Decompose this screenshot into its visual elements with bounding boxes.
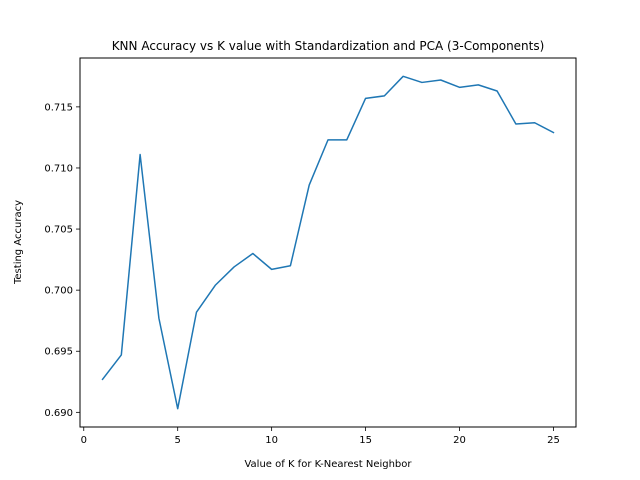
y-axis: 0.690 0.695 0.700 0.705 0.710 0.715	[44, 102, 80, 419]
x-tick-label: 25	[547, 435, 560, 446]
x-tick-label: 20	[453, 435, 466, 446]
plot-frame	[79, 57, 577, 428]
x-tick-label: 15	[359, 435, 372, 446]
y-tick-label: 0.690	[44, 408, 73, 419]
x-tick-label: 0	[81, 435, 87, 446]
y-axis-title: Testing Accuracy	[13, 200, 24, 285]
y-tick-label: 0.700	[44, 286, 73, 297]
x-tick-label: 10	[265, 435, 278, 446]
plot-area	[101, 75, 555, 410]
y-tick-label: 0.695	[44, 347, 73, 358]
y-tick-label: 0.705	[44, 225, 73, 236]
x-axis: 0 5 10 15 20 25	[81, 427, 560, 446]
y-tick-label: 0.710	[44, 163, 73, 174]
x-tick-label: 5	[175, 435, 181, 446]
chart-title: KNN Accuracy vs K value with Standardiza…	[112, 39, 545, 53]
x-axis-title: Value of K for K-Nearest Neighbor	[244, 459, 412, 470]
y-tick-label: 0.715	[44, 102, 73, 113]
